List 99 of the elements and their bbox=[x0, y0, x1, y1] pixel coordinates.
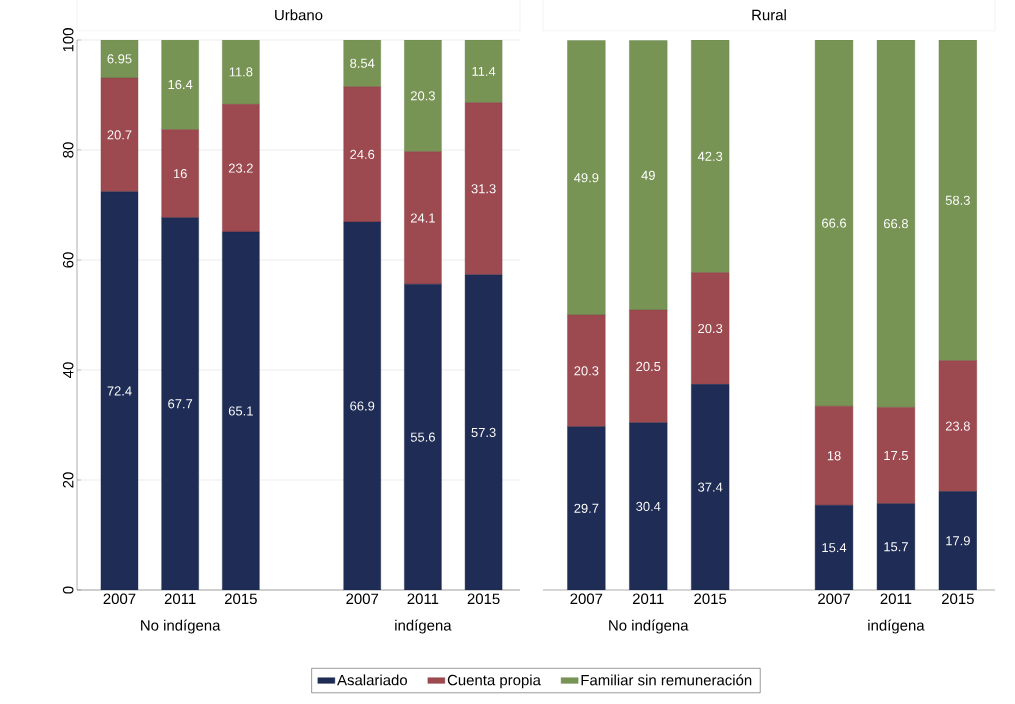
text: indígena bbox=[868, 619, 925, 634]
x-tick-label: 2007 bbox=[818, 593, 850, 605]
legend-label: Cuenta propia bbox=[447, 674, 541, 689]
text: No indígena bbox=[141, 619, 221, 634]
bar bbox=[222, 104, 260, 233]
data-label: 20.3 bbox=[574, 366, 599, 376]
x-tick-label: 2011 bbox=[164, 593, 196, 605]
bar bbox=[814, 505, 854, 590]
data-label: 15.7 bbox=[884, 542, 908, 552]
data-label: 20.3 bbox=[698, 323, 723, 334]
bar bbox=[876, 407, 916, 504]
bar bbox=[691, 384, 730, 590]
data-label: 66.8 bbox=[883, 219, 908, 229]
data-label: 58.3 bbox=[945, 195, 970, 205]
y-tick-label: 40 bbox=[62, 362, 74, 378]
legend-label: Asalariado bbox=[337, 674, 408, 686]
x-tick-label: 2015 bbox=[941, 593, 974, 605]
bar bbox=[404, 284, 442, 590]
x-tick-label: 2007 bbox=[346, 593, 379, 605]
bar bbox=[629, 309, 668, 423]
bar bbox=[691, 272, 730, 385]
bar bbox=[404, 39, 442, 152]
data-label: 18 bbox=[827, 451, 841, 461]
y-tick-label: 100 bbox=[62, 28, 74, 52]
bar bbox=[404, 151, 442, 285]
bar bbox=[938, 39, 977, 361]
x-tick-label: 2007 bbox=[103, 593, 136, 605]
data-label: 20.5 bbox=[636, 361, 661, 372]
text: No indígena bbox=[609, 619, 689, 634]
data-label: 24.1 bbox=[410, 213, 435, 223]
y-tick-label: 60 bbox=[62, 252, 74, 268]
text: indígena bbox=[395, 619, 452, 634]
x-tick-label: 2011 bbox=[407, 593, 439, 605]
bar bbox=[343, 221, 381, 590]
data-label: 66.6 bbox=[822, 218, 847, 228]
bar bbox=[629, 40, 668, 311]
x-tick-label: 2011 bbox=[880, 593, 912, 605]
data-label: 66.9 bbox=[350, 401, 375, 411]
data-label: 67.7 bbox=[168, 399, 193, 409]
y-tick-label: 20 bbox=[62, 472, 74, 488]
bar bbox=[876, 503, 916, 590]
bar bbox=[814, 39, 854, 407]
data-label: 42.3 bbox=[697, 151, 723, 161]
x-tick-label: 2007 bbox=[570, 593, 603, 605]
data-label: 65.1 bbox=[228, 406, 253, 416]
data-label: 31.3 bbox=[471, 184, 496, 194]
bar bbox=[161, 217, 199, 590]
bar bbox=[691, 39, 730, 273]
data-label: 23.2 bbox=[228, 163, 253, 173]
data-label: 49 bbox=[641, 170, 655, 180]
bar bbox=[464, 102, 503, 276]
y-tick-label: 0 bbox=[62, 586, 74, 594]
bar bbox=[464, 274, 503, 590]
data-label: 30.4 bbox=[636, 501, 661, 511]
bar bbox=[938, 360, 977, 492]
chart-title: Rural bbox=[752, 9, 786, 21]
bar bbox=[100, 191, 139, 590]
legend-label: Familiar sin remuneración bbox=[581, 674, 752, 686]
data-label: 16 bbox=[173, 169, 187, 179]
bar bbox=[464, 39, 503, 103]
data-label: 11.8 bbox=[229, 67, 253, 77]
data-label: 20.3 bbox=[410, 91, 435, 101]
bar bbox=[629, 422, 668, 590]
y-tick-label: 80 bbox=[62, 142, 74, 158]
data-label: 16.4 bbox=[168, 79, 193, 90]
x-tick-label: 2015 bbox=[694, 593, 727, 605]
x-tick-label: 2015 bbox=[467, 593, 500, 605]
bar bbox=[938, 491, 977, 590]
data-label: 15.4 bbox=[822, 543, 847, 553]
bar bbox=[100, 39, 139, 79]
bar bbox=[567, 314, 606, 427]
bar bbox=[222, 39, 260, 105]
x-tick-label: 2011 bbox=[632, 593, 664, 605]
bar bbox=[222, 231, 260, 590]
data-label: 49.9 bbox=[574, 173, 599, 183]
data-label: 23.8 bbox=[945, 421, 970, 431]
bar bbox=[343, 39, 381, 87]
bar bbox=[567, 426, 606, 590]
data-label: 57.3 bbox=[471, 427, 496, 438]
x-tick-label: 2015 bbox=[224, 593, 257, 605]
chart-title: Urbano bbox=[275, 9, 323, 21]
data-label: 24.6 bbox=[350, 149, 375, 159]
bar bbox=[161, 129, 199, 218]
bar bbox=[876, 39, 916, 408]
bar bbox=[161, 39, 199, 130]
data-label: 17.5 bbox=[884, 451, 908, 461]
bar bbox=[343, 86, 381, 223]
bar bbox=[100, 77, 139, 192]
bar bbox=[814, 406, 854, 506]
data-label: 8.54 bbox=[350, 58, 375, 68]
data-label: 6.95 bbox=[107, 54, 132, 64]
data-label: 20.7 bbox=[107, 130, 132, 140]
data-label: 17.9 bbox=[946, 536, 970, 546]
data-label: 72.4 bbox=[107, 386, 132, 396]
bar bbox=[567, 40, 606, 316]
data-label: 11.4 bbox=[472, 66, 496, 76]
data-label: 55.6 bbox=[410, 432, 435, 442]
data-label: 29.7 bbox=[574, 503, 599, 513]
data-label: 37.4 bbox=[698, 482, 723, 492]
